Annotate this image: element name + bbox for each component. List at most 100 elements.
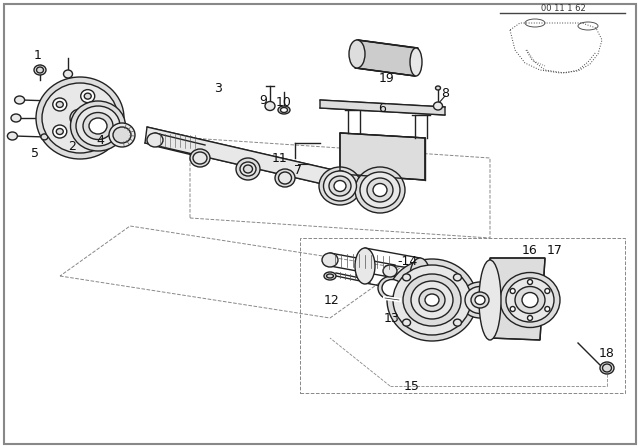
Ellipse shape <box>326 274 333 278</box>
Ellipse shape <box>522 293 538 307</box>
Text: 00 11 1 62: 00 11 1 62 <box>541 4 586 13</box>
Ellipse shape <box>600 362 614 374</box>
Ellipse shape <box>11 114 21 122</box>
Ellipse shape <box>76 106 120 146</box>
Ellipse shape <box>475 296 485 305</box>
Ellipse shape <box>403 319 410 326</box>
Ellipse shape <box>545 306 550 311</box>
Ellipse shape <box>527 315 532 320</box>
Ellipse shape <box>506 278 554 322</box>
Polygon shape <box>490 258 545 340</box>
Ellipse shape <box>109 123 135 147</box>
Ellipse shape <box>471 292 489 308</box>
Ellipse shape <box>240 162 256 176</box>
Ellipse shape <box>278 106 290 114</box>
Ellipse shape <box>454 319 461 326</box>
Polygon shape <box>340 133 425 180</box>
Ellipse shape <box>500 272 560 327</box>
Ellipse shape <box>322 253 338 267</box>
Ellipse shape <box>8 132 17 140</box>
Ellipse shape <box>36 77 124 159</box>
Text: 16: 16 <box>522 244 538 257</box>
Ellipse shape <box>319 167 361 205</box>
Ellipse shape <box>355 167 405 213</box>
Ellipse shape <box>98 112 112 125</box>
Ellipse shape <box>378 276 406 300</box>
Ellipse shape <box>382 280 402 297</box>
Ellipse shape <box>70 101 125 151</box>
Ellipse shape <box>243 165 253 173</box>
Ellipse shape <box>102 115 109 121</box>
Ellipse shape <box>63 70 72 78</box>
Ellipse shape <box>56 129 63 134</box>
Ellipse shape <box>83 112 113 139</box>
Ellipse shape <box>383 265 397 277</box>
Text: 3: 3 <box>214 82 222 95</box>
Polygon shape <box>145 127 342 188</box>
Ellipse shape <box>410 48 422 76</box>
Polygon shape <box>320 100 445 115</box>
Ellipse shape <box>45 115 51 121</box>
Ellipse shape <box>419 289 445 311</box>
Text: 5: 5 <box>31 146 39 159</box>
Ellipse shape <box>387 259 477 341</box>
Text: 19: 19 <box>379 72 395 85</box>
Ellipse shape <box>193 152 207 164</box>
Ellipse shape <box>34 65 46 75</box>
Text: 11: 11 <box>272 151 288 164</box>
Ellipse shape <box>465 287 495 314</box>
Text: 10: 10 <box>276 95 292 108</box>
Ellipse shape <box>460 282 500 318</box>
Ellipse shape <box>545 289 550 293</box>
Ellipse shape <box>334 181 346 191</box>
Ellipse shape <box>349 40 365 68</box>
Text: 12: 12 <box>324 293 340 306</box>
Ellipse shape <box>360 172 400 208</box>
Ellipse shape <box>454 274 461 281</box>
Ellipse shape <box>411 281 453 319</box>
Ellipse shape <box>52 125 67 138</box>
Ellipse shape <box>324 272 336 280</box>
Text: 18: 18 <box>599 346 615 359</box>
Text: 1: 1 <box>34 48 42 61</box>
Ellipse shape <box>236 158 260 180</box>
Ellipse shape <box>527 280 532 284</box>
Ellipse shape <box>147 133 163 147</box>
Ellipse shape <box>393 265 471 335</box>
Ellipse shape <box>113 127 131 143</box>
Ellipse shape <box>373 184 387 197</box>
Text: 7: 7 <box>294 164 302 177</box>
Polygon shape <box>355 40 418 76</box>
Ellipse shape <box>367 178 393 202</box>
Ellipse shape <box>265 102 275 111</box>
Text: -14: -14 <box>398 254 418 267</box>
Ellipse shape <box>332 171 350 189</box>
Ellipse shape <box>36 67 44 73</box>
Text: 4: 4 <box>96 134 104 146</box>
Text: 15: 15 <box>404 379 420 392</box>
Ellipse shape <box>435 86 440 90</box>
Ellipse shape <box>510 306 515 311</box>
Ellipse shape <box>425 294 439 306</box>
Ellipse shape <box>56 102 63 108</box>
Ellipse shape <box>280 108 287 112</box>
Ellipse shape <box>433 102 442 110</box>
Ellipse shape <box>403 274 461 326</box>
Ellipse shape <box>329 176 351 196</box>
Text: 6: 6 <box>378 102 386 115</box>
Ellipse shape <box>355 248 375 284</box>
Ellipse shape <box>41 134 48 140</box>
Ellipse shape <box>84 137 92 143</box>
Ellipse shape <box>15 96 24 104</box>
Ellipse shape <box>89 118 107 134</box>
Ellipse shape <box>602 364 611 372</box>
Ellipse shape <box>278 172 291 184</box>
Ellipse shape <box>52 98 67 111</box>
Ellipse shape <box>70 109 90 127</box>
Text: 2: 2 <box>68 139 76 152</box>
Ellipse shape <box>74 113 86 123</box>
Ellipse shape <box>42 83 118 153</box>
Text: 17: 17 <box>547 244 563 257</box>
Ellipse shape <box>410 258 430 294</box>
Ellipse shape <box>510 289 515 293</box>
